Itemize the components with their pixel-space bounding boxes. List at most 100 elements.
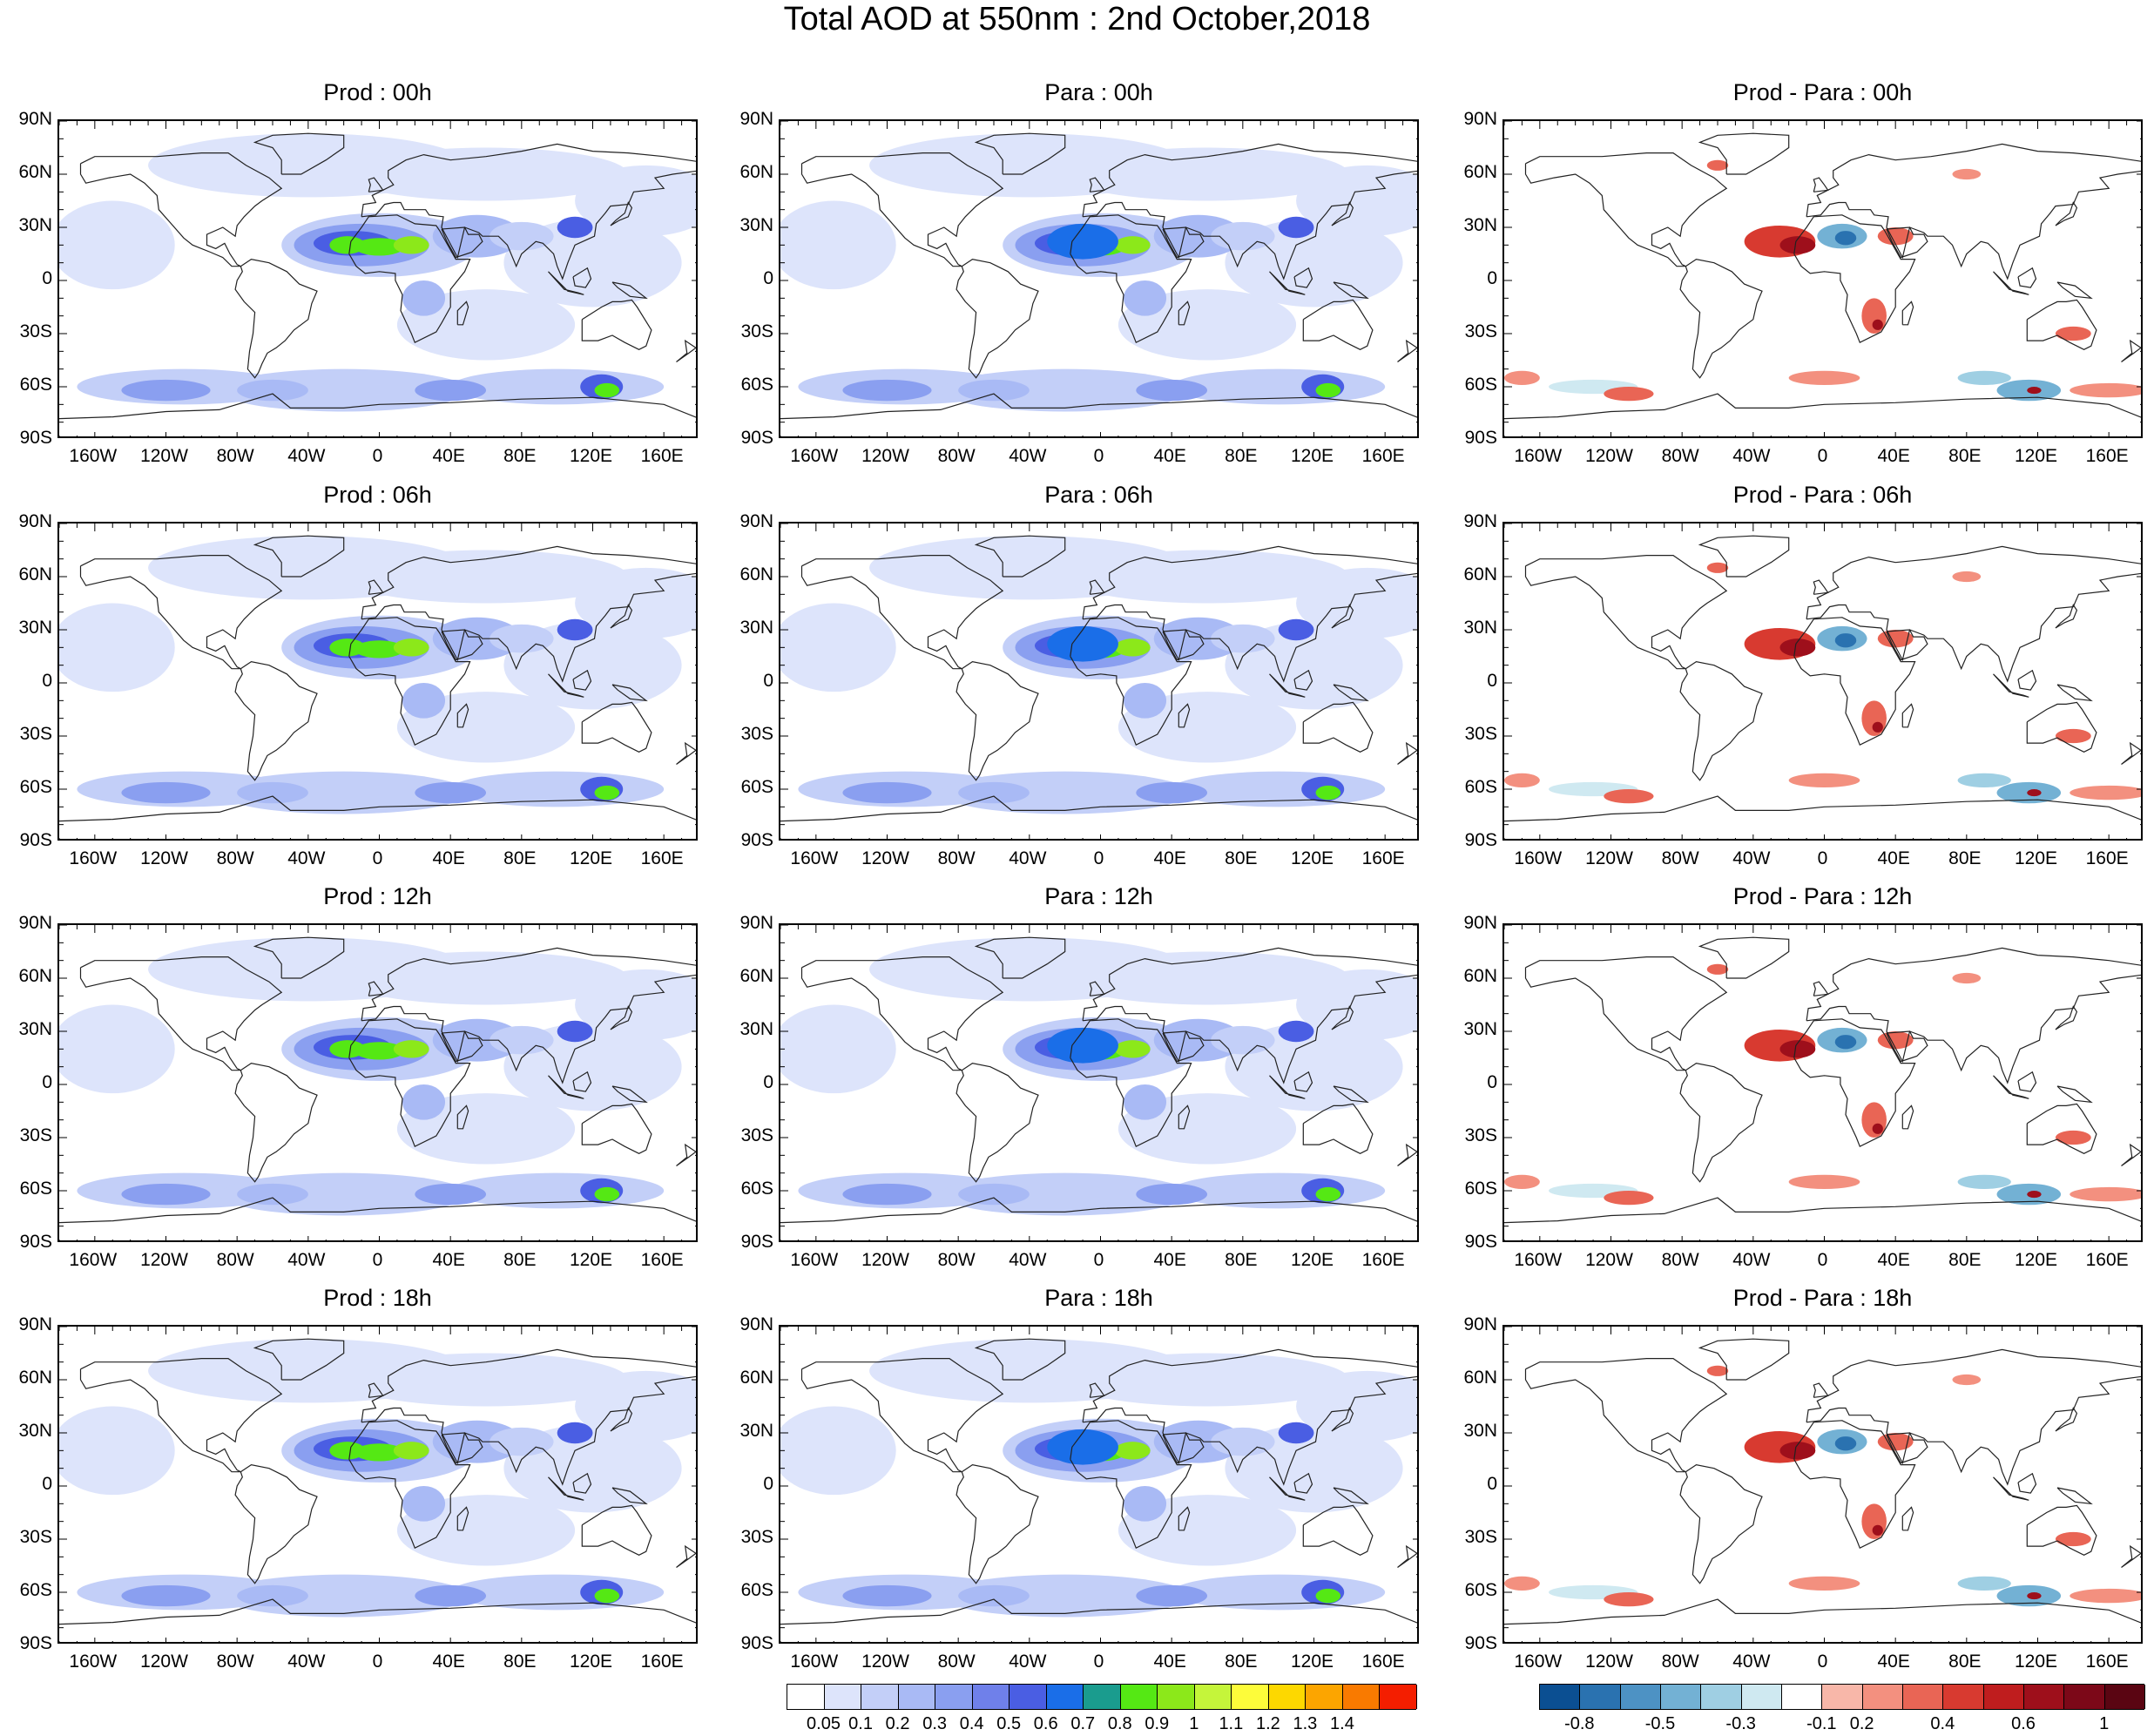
difference-patch: [1604, 1592, 1654, 1607]
longitude-label: 160E: [640, 848, 684, 868]
coastline: [1793, 617, 1916, 746]
longitude-label: 120W: [140, 1250, 188, 1270]
longitude-label: 160E: [2085, 1250, 2129, 1270]
coastline: [1070, 1018, 1192, 1148]
aod-patch: [432, 1018, 522, 1062]
coastline: [581, 1504, 652, 1556]
latitude-label: 30S: [740, 1527, 773, 1547]
aod-patch: [575, 567, 696, 639]
difference-patch: [2027, 1592, 2042, 1600]
longitude-label: 120E: [569, 1250, 613, 1270]
colorbar-label: 0.3: [922, 1714, 948, 1733]
coastline: [1504, 1598, 2141, 1625]
colorbar-label: 0.5: [996, 1714, 1022, 1733]
difference-patch: [1504, 773, 1540, 787]
map-canvas: [59, 132, 696, 420]
difference-patch: [1834, 1436, 1857, 1451]
latitude-label: 60S: [19, 1580, 52, 1600]
longitude-label: 160E: [1361, 1652, 1405, 1672]
longitude-label: 120E: [2014, 1652, 2058, 1672]
difference-patch: [2070, 1588, 2141, 1604]
coastline: [253, 936, 345, 979]
longitude-label: 80W: [1661, 1250, 1699, 1270]
coastline: [800, 555, 1004, 670]
coastline: [1679, 1463, 1763, 1584]
latitude-label: 60N: [739, 162, 773, 182]
coastline: [1269, 271, 1306, 295]
map-panel: [1502, 119, 2143, 438]
colorbar-swatch: [2064, 1685, 2105, 1709]
aod-patch: [402, 1084, 446, 1120]
aod-patch: [1296, 1370, 1417, 1442]
coastline: [1806, 1348, 2141, 1486]
longitude-label: 120W: [1585, 848, 1633, 868]
coastline: [548, 271, 584, 295]
coastline: [572, 1071, 592, 1092]
longitude-label: 40W: [1732, 446, 1771, 466]
longitude-label: 80E: [1948, 446, 1982, 466]
difference-patch: [2070, 382, 2141, 398]
panel-title: Para : 12h: [1044, 883, 1153, 909]
colorbar-label: 0.8: [1107, 1714, 1132, 1733]
coastline: [1397, 1544, 1417, 1568]
coastline: [2026, 1504, 2097, 1556]
latitude-label: 0: [1487, 268, 1497, 288]
latitude-label: 0: [1487, 1474, 1497, 1494]
longitude-label: 0: [372, 848, 383, 868]
colorbar-label: -0.5: [1644, 1714, 1676, 1733]
coastline: [1302, 299, 1374, 350]
difference-patch: [1779, 638, 1816, 657]
longitude-label: 120W: [1585, 446, 1633, 466]
latitude-label: 30N: [1463, 1019, 1497, 1039]
axis-ticks: [780, 524, 1417, 839]
latitude-label: 90S: [740, 428, 773, 448]
aod-patch: [354, 238, 405, 256]
colorbar-swatch: [898, 1685, 936, 1709]
longitude-label: 40E: [1877, 446, 1910, 466]
aod-patch: [1136, 379, 1207, 402]
difference-patch: [1952, 571, 1982, 583]
latitude-label: 90N: [739, 1314, 773, 1334]
panel-title: Para : 00h: [1044, 79, 1153, 105]
colorbar-label: 0.1: [848, 1714, 873, 1733]
aod-patch: [415, 781, 486, 804]
coastline: [974, 132, 1066, 175]
coastline: [1813, 177, 1829, 193]
coastline: [1901, 703, 1914, 728]
longitude-label: 160W: [790, 848, 839, 868]
map-canvas: [1504, 535, 2141, 822]
aod-patch: [415, 379, 486, 402]
longitude-label: 120E: [2014, 848, 2058, 868]
latitude-label: 90N: [739, 913, 773, 933]
longitude-label: 160E: [640, 1652, 684, 1672]
difference-patch: [1957, 370, 2011, 385]
latitude-label: 60S: [740, 1580, 773, 1600]
colorbar-label: 0.9: [1145, 1714, 1170, 1733]
coastline: [611, 1487, 648, 1505]
coastline: [368, 579, 384, 595]
latitude-label: 30S: [740, 1125, 773, 1145]
latitude-label: 60S: [1464, 777, 1497, 797]
difference-patch: [1788, 773, 1860, 787]
coastline: [572, 1472, 592, 1494]
coastline: [676, 1143, 696, 1166]
axis-ticks: [59, 925, 696, 1240]
longitude-label: 40W: [1009, 1250, 1047, 1270]
longitude-label: 40W: [1009, 848, 1047, 868]
coastline: [2056, 1085, 2093, 1104]
colorbar-label: 0.2: [1849, 1714, 1874, 1733]
latitude-label: 60N: [18, 966, 52, 986]
latitude-label: 0: [42, 671, 52, 691]
aod-patch: [958, 781, 1030, 804]
panel-title: Para : 18h: [1044, 1285, 1153, 1311]
panel-title: Para : 06h: [1044, 482, 1153, 508]
coastline: [253, 132, 345, 175]
coastline: [1901, 1104, 1914, 1130]
aod-patch: [1047, 223, 1118, 260]
latitude-label: 60S: [740, 1179, 773, 1199]
longitude-label: 120E: [569, 446, 613, 466]
coastline: [59, 1197, 696, 1224]
coastline: [1293, 1472, 1313, 1494]
coastline: [611, 684, 648, 702]
coastline: [2017, 1071, 2037, 1092]
